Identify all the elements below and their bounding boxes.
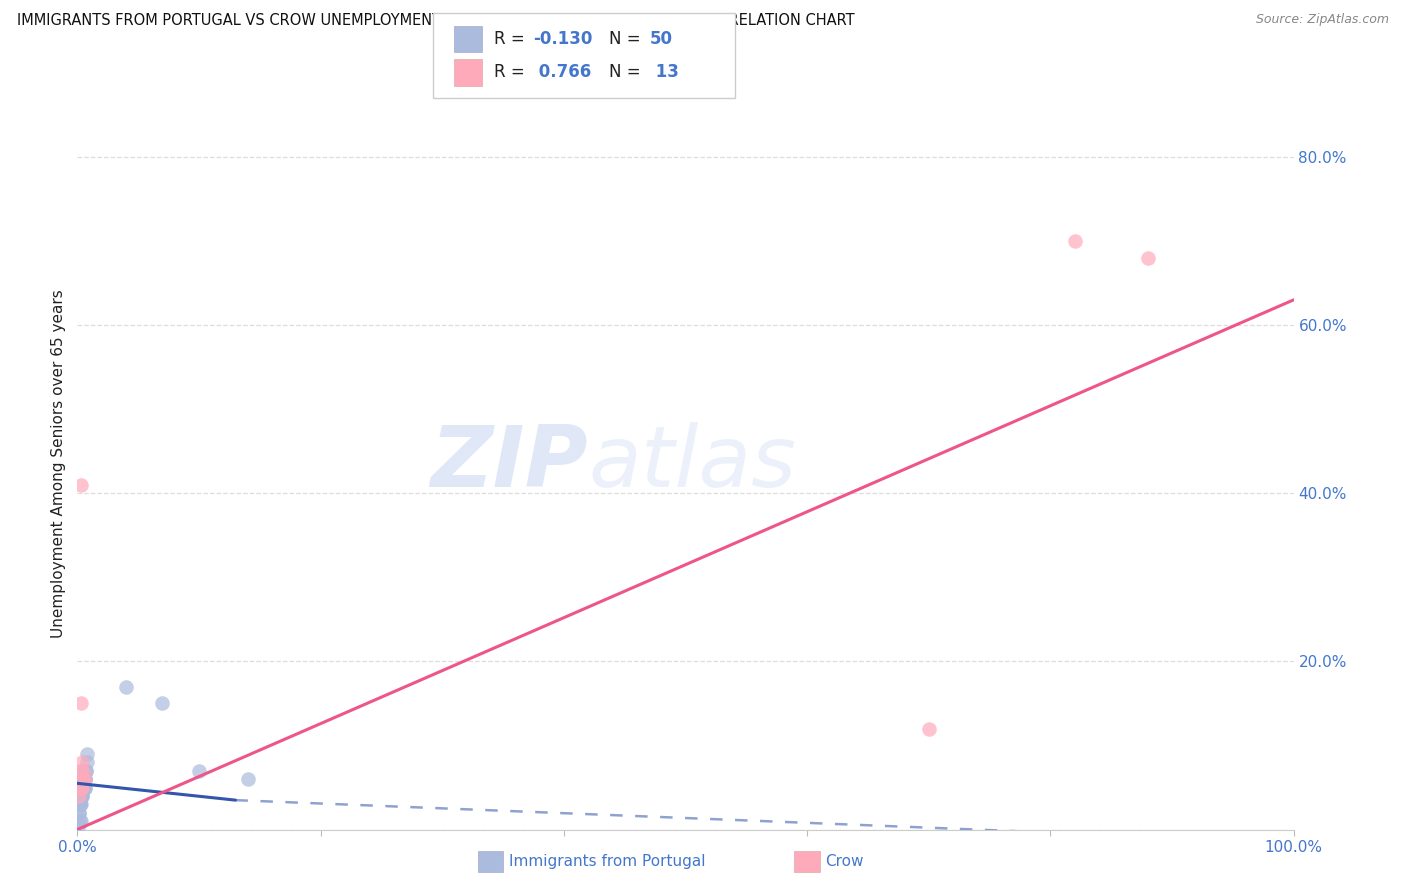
Point [72, 780, 94, 795]
Point [70, 764, 93, 778]
Point [70, 789, 93, 803]
Point [73, 772, 96, 786]
Text: 13: 13 [650, 63, 679, 81]
Point [73, 780, 96, 795]
Point [236, 772, 259, 786]
Text: 0.766: 0.766 [533, 63, 591, 81]
Text: N =: N = [609, 63, 645, 81]
Point [70, 780, 93, 795]
Point [73, 772, 96, 786]
Point [69, 814, 91, 829]
Point [76, 747, 98, 761]
Point [69, 797, 91, 812]
Text: IMMIGRANTS FROM PORTUGAL VS CROW UNEMPLOYMENT AMONG SENIORS OVER 65 YEARS CORREL: IMMIGRANTS FROM PORTUGAL VS CROW UNEMPLO… [17, 13, 855, 29]
Point [72, 772, 94, 786]
Text: ZIP: ZIP [430, 422, 588, 506]
Text: Source: ZipAtlas.com: Source: ZipAtlas.com [1256, 13, 1389, 27]
Point [70, 789, 93, 803]
Point [70, 789, 93, 803]
Point [69, 797, 91, 812]
Point [70, 789, 93, 803]
Point [67, 805, 90, 820]
Point [1063, 234, 1085, 248]
Point [188, 764, 211, 778]
Point [67, 789, 90, 803]
Text: Immigrants from Portugal: Immigrants from Portugal [509, 855, 706, 869]
Point [73, 772, 96, 786]
Point [67, 805, 90, 820]
Point [72, 780, 94, 795]
Point [72, 780, 94, 795]
Text: R =: R = [494, 30, 530, 48]
Point [69, 797, 91, 812]
Point [152, 697, 174, 711]
Point [67, 789, 90, 803]
Point [70, 697, 93, 711]
Point [73, 772, 96, 786]
Point [70, 780, 93, 795]
Text: 50: 50 [650, 30, 672, 48]
Point [75, 764, 97, 778]
Point [70, 797, 93, 812]
Point [70, 478, 93, 492]
Point [70, 814, 93, 829]
Point [70, 780, 93, 795]
Text: -0.130: -0.130 [533, 30, 592, 48]
Point [70, 780, 93, 795]
Point [69, 789, 91, 803]
Text: Crow: Crow [825, 855, 863, 869]
Point [69, 797, 91, 812]
Point [70, 772, 93, 786]
Point [70, 780, 93, 795]
Text: atlas: atlas [588, 422, 796, 506]
Text: N =: N = [609, 30, 645, 48]
Text: R =: R = [494, 63, 530, 81]
Y-axis label: Unemployment Among Seniors over 65 years: Unemployment Among Seniors over 65 years [51, 290, 66, 638]
Point [70, 780, 93, 795]
Point [72, 772, 94, 786]
Point [67, 789, 90, 803]
Point [69, 780, 91, 795]
Point [72, 772, 94, 786]
Point [918, 722, 941, 736]
Point [69, 797, 91, 812]
Point [67, 789, 90, 803]
Point [67, 780, 90, 795]
Point [69, 764, 91, 778]
Point [67, 818, 90, 832]
Point [1136, 251, 1159, 265]
Point [70, 780, 93, 795]
Point [70, 780, 93, 795]
Point [70, 789, 93, 803]
Point [75, 764, 97, 778]
Point [73, 780, 96, 795]
Point [70, 789, 93, 803]
Point [72, 764, 94, 778]
Point [115, 680, 138, 694]
Point [70, 756, 93, 770]
Point [76, 756, 98, 770]
Point [72, 772, 94, 786]
